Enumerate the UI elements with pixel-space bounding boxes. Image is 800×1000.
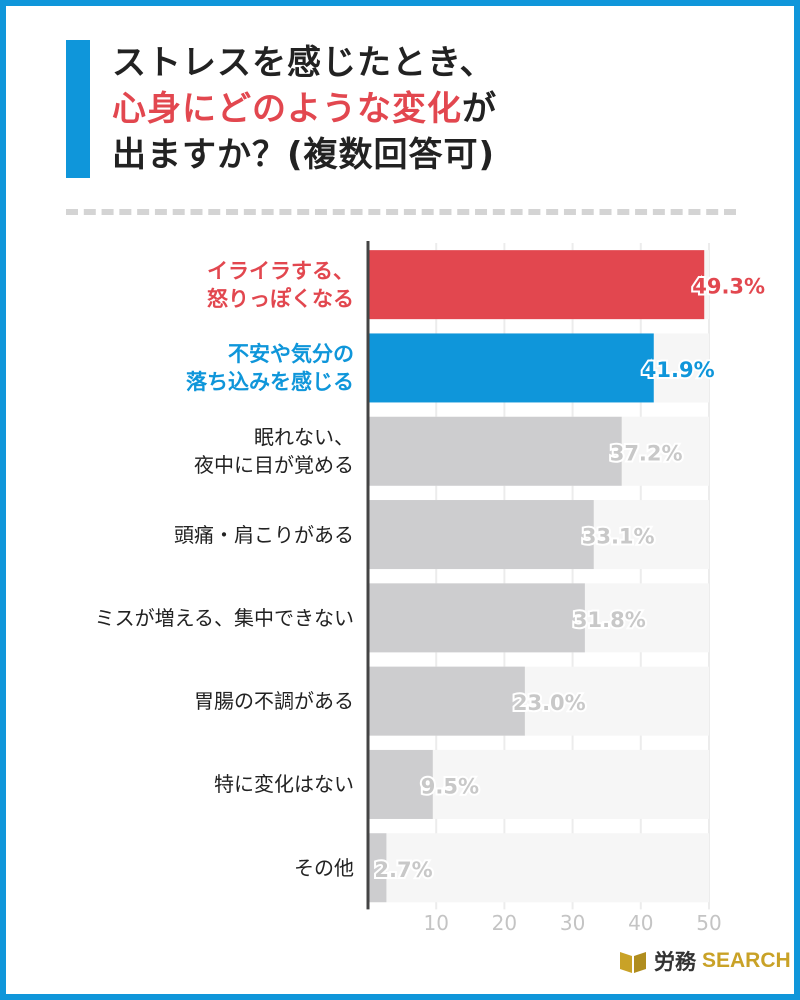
bar-value-label: 31.8% bbox=[573, 608, 646, 632]
bar-value-label: 49.3% bbox=[692, 275, 765, 299]
brand-logo: 労務 SEARCH bbox=[618, 944, 791, 978]
bar bbox=[368, 666, 525, 736]
category-label: 特に変化はない bbox=[214, 772, 354, 797]
x-tick-label: 40 bbox=[628, 911, 653, 935]
x-tick-label: 30 bbox=[560, 911, 585, 935]
bar bbox=[368, 500, 594, 570]
dashed-divider bbox=[66, 209, 736, 215]
bar-value-label: 2.7% bbox=[374, 858, 432, 882]
bar bbox=[368, 333, 654, 403]
category-label: 眠れない、 夜中に目が覚める bbox=[194, 425, 354, 478]
bar bbox=[368, 416, 622, 486]
bar-value-label: 9.5% bbox=[421, 774, 479, 798]
title-line-2-rest: が bbox=[462, 89, 497, 129]
title-line-3: 出ますか？(複数回答可) bbox=[112, 135, 496, 175]
title-accent-bar bbox=[66, 40, 90, 178]
bar bbox=[368, 583, 585, 653]
bar-value-label: 33.1% bbox=[582, 525, 655, 549]
book-logo-icon bbox=[620, 952, 646, 973]
x-tick-label: 50 bbox=[696, 911, 721, 935]
category-label: イライラする、 怒りっぽくなる bbox=[207, 258, 354, 311]
bar-value-label: 37.2% bbox=[610, 441, 683, 465]
x-tick-label: 10 bbox=[423, 911, 448, 935]
bar bbox=[368, 833, 387, 903]
category-label: 胃腸の不調がある bbox=[194, 689, 354, 714]
category-label: 頭痛・肩こりがある bbox=[174, 522, 354, 547]
category-label: ミスが増える、集中できない bbox=[94, 605, 354, 630]
bar bbox=[368, 749, 433, 819]
title-accent-text: 心身にどのような変化 bbox=[112, 89, 462, 129]
logo-text-jp: 労務 bbox=[654, 950, 696, 974]
bar bbox=[368, 250, 705, 320]
category-label: その他 bbox=[294, 855, 354, 880]
x-tick-label: 20 bbox=[492, 911, 517, 935]
logo-text-en: SEARCH bbox=[702, 949, 791, 972]
bar-value-label: 41.9% bbox=[642, 358, 715, 382]
title-line-1: ストレスを感じたとき、 bbox=[112, 43, 495, 83]
category-label: 不安や気分の 落ち込みを感じる bbox=[186, 341, 354, 394]
bar-value-label: 23.0% bbox=[513, 691, 586, 715]
title-line-2: 心身にどのような変化が bbox=[112, 86, 772, 132]
bar-track bbox=[368, 833, 709, 903]
chart-title: ストレスを感じたとき、 心身にどのような変化が 出ますか？(複数回答可) bbox=[112, 40, 772, 178]
